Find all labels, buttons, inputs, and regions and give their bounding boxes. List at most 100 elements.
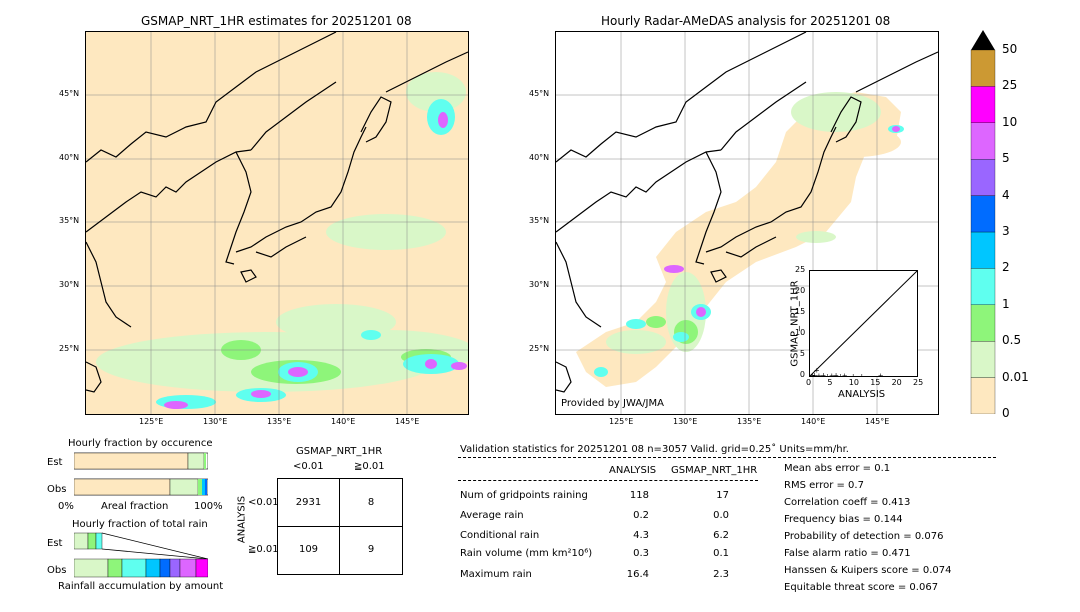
right-lat-label-45: 45°N	[529, 89, 550, 98]
coastline	[830, 96, 862, 143]
occurrence-bars	[73, 451, 209, 499]
validation-row-gsmap: 2.3	[713, 569, 729, 580]
right-lat-label-25: 25°N	[529, 344, 550, 353]
coastline	[720, 81, 807, 151]
colorbar-segment	[970, 49, 996, 87]
contingency-cell-22: 9	[367, 544, 375, 555]
rain-area	[288, 367, 308, 377]
validation-row-analysis: 0.3	[633, 548, 649, 559]
diagonal-line	[809, 270, 918, 377]
total-rain-obs-bar-very-heavy	[145, 558, 161, 578]
rain-area	[594, 367, 608, 377]
occurrence-obs-label: Obs	[47, 484, 67, 495]
occurrence-bars-canvas	[73, 452, 209, 496]
coastline	[556, 241, 602, 328]
left-lon-label-135: 135°E	[267, 417, 292, 426]
occurrence-obs-bar-intense	[205, 479, 207, 495]
right-lon-label-125: 125°E	[609, 417, 634, 426]
colorbar-tick-label: 3	[1002, 224, 1010, 238]
colorbar-tick-label: 0.5	[1002, 333, 1022, 348]
total-rain-obs-bar-moderate	[107, 558, 123, 578]
occurrence-obs-bar-heavy	[202, 479, 205, 495]
coastline	[360, 96, 392, 143]
right-lon-label-135: 135°E	[737, 417, 762, 426]
scatter-xtick-label: 5	[827, 378, 833, 387]
scatter-ytick-label: 20	[795, 286, 806, 295]
scatter-point: +	[820, 371, 826, 376]
rain-area	[251, 390, 271, 398]
rain-area	[406, 72, 466, 112]
left-map	[85, 31, 469, 415]
scatter-xtick-label: 25	[913, 378, 924, 387]
colorbar-segment	[970, 159, 996, 196]
colorbar-extend-arrow	[971, 30, 995, 50]
score-correlation: Correlation coeff = 0.413	[784, 497, 911, 508]
scatter-ytick-label: 10	[795, 328, 806, 337]
contingency-table: 2931 8 109 9	[277, 478, 403, 575]
left-lat-label-45: 45°N	[59, 89, 80, 98]
scatter-xtick-label: 0	[806, 378, 812, 387]
total-rain-est-label: Est	[47, 538, 63, 549]
contingency-cell-21: 109	[298, 544, 319, 555]
scatter-point: +	[842, 372, 848, 376]
coastline	[725, 236, 777, 258]
contingency-row-axis: ANALYSIS	[236, 495, 248, 544]
rain-area	[791, 92, 881, 132]
total-rain-obs-bar-max	[195, 558, 209, 578]
radar-coverage	[811, 127, 901, 157]
score-rms-error: RMS error = 0.7	[784, 480, 864, 491]
colorbar-segment	[970, 122, 996, 160]
score-pod: Probability of detection = 0.076	[784, 531, 944, 542]
scatter-ytick-label: 25	[795, 265, 806, 274]
total-rain-obs-label: Obs	[47, 565, 67, 576]
validation-row-analysis: 4.3	[633, 530, 649, 541]
coastline	[705, 126, 837, 253]
colorbar-tick-label: 0.01	[1002, 369, 1029, 384]
total-rain-est-bar-light	[73, 532, 89, 550]
total-rain-obs-bar-heavy	[121, 558, 147, 578]
rain-area	[326, 214, 446, 250]
right-lat-label-35: 35°N	[529, 216, 550, 225]
score-mean-abs-error: Mean abs error = 0.1	[784, 463, 891, 474]
total-rain-connector	[101, 548, 209, 560]
colorbar-tick-label: 2	[1002, 260, 1010, 275]
colorbar-segment	[970, 195, 996, 233]
occurrence-title: Hourly fraction by occurence	[68, 438, 213, 449]
contingency-divider-h	[278, 526, 402, 527]
right-lon-label-130: 130°E	[673, 417, 698, 426]
contingency-col2: ≧0.01	[354, 461, 385, 472]
scatter-ylabel: GSMAP_NRT_1HR	[789, 280, 801, 367]
scatter-ytick-label: 5	[799, 349, 805, 358]
right-map-rain-heavy	[594, 125, 904, 377]
scatter-xlabel: ANALYSIS	[838, 389, 886, 400]
scatter-canvas: ++++++++++++++	[808, 270, 918, 381]
occurrence-axis-right: 100%	[194, 501, 223, 512]
scatter-point: +	[850, 373, 856, 376]
left-lon-label-140: 140°E	[331, 417, 356, 426]
coastline	[225, 151, 252, 265]
validation-row-gsmap: 0.1	[713, 548, 729, 559]
validation-table-rule	[458, 480, 758, 481]
colorbar-tick-label: 0	[1002, 406, 1010, 420]
colorbar-segment	[970, 304, 996, 342]
left-map-rain-intense	[164, 112, 467, 409]
validation-col-analysis: ANALYSIS	[609, 465, 657, 476]
left-map-coastlines	[86, 32, 468, 393]
occurrence-obs-bar-moderate	[198, 479, 202, 495]
right-lat-label-40: 40°N	[529, 153, 550, 162]
validation-row-gsmap: 17	[716, 490, 729, 501]
score-frequency-bias: Frequency bias = 0.144	[784, 514, 903, 525]
rain-area	[451, 362, 467, 370]
coastline	[86, 32, 337, 163]
colorbar-segment	[970, 377, 996, 415]
left-lat-label-35: 35°N	[59, 216, 80, 225]
scatter-point: +	[859, 373, 865, 376]
right-lon-label-140: 140°E	[801, 417, 826, 426]
coastline	[556, 32, 807, 163]
rain-area	[438, 112, 448, 128]
rain-area	[664, 265, 684, 273]
rain-area	[892, 126, 900, 132]
validation-row-gsmap: 6.2	[713, 530, 729, 541]
scatter-point: +	[812, 372, 818, 376]
scatter-point: +	[833, 372, 839, 376]
